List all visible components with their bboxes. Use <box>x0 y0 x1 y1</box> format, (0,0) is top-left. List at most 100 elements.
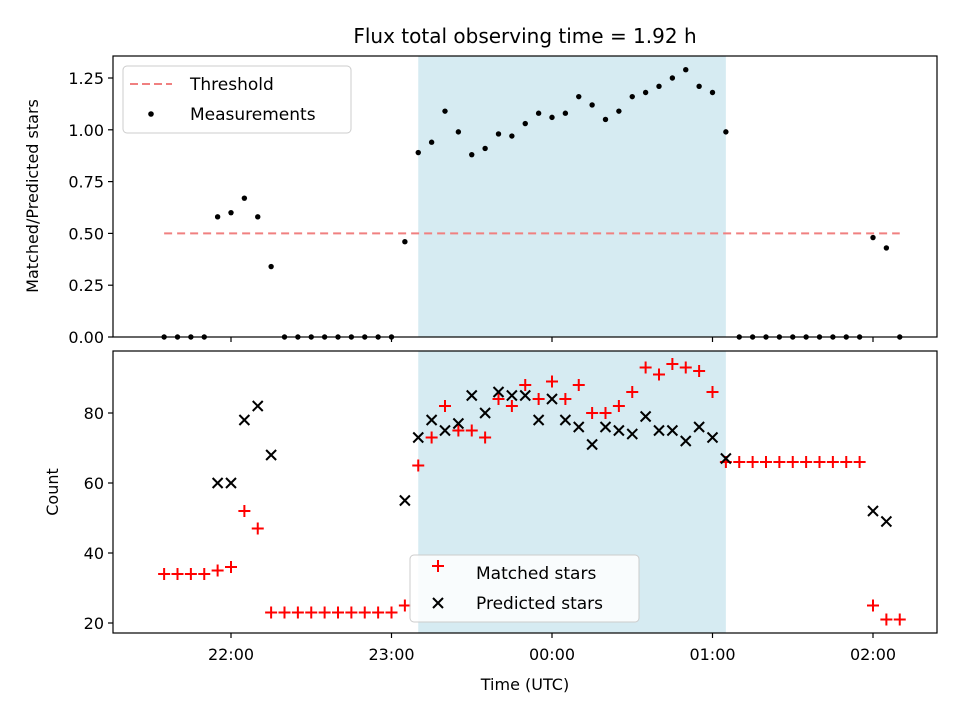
x-tick-label: 00:00 <box>529 645 575 664</box>
top-legend-box <box>122 65 352 134</box>
predicted-star-point <box>880 515 893 528</box>
predicted-star-point <box>492 386 505 398</box>
matched-legend-swatch <box>432 560 444 572</box>
top-legend: Threshold Measurements <box>122 65 352 134</box>
x-tick-label: 23:00 <box>368 645 414 664</box>
measurement-point <box>589 102 595 108</box>
x-tick-label: 01:00 <box>689 645 735 664</box>
bottom-axes: 20 40 60 80 22:00 23:00 00:00 01:00 02:00 Count… <box>43 350 938 694</box>
threshold-legend-label: Threshold <box>189 75 274 95</box>
y-tick-label: 20 <box>84 614 104 633</box>
measurement-point <box>535 110 542 116</box>
measurement-point <box>228 209 234 216</box>
matched-star-point <box>599 407 612 419</box>
matched-star-point <box>840 456 853 468</box>
measurement-point <box>522 120 528 127</box>
matched-star-point <box>519 379 532 391</box>
matched-star-point <box>612 400 625 412</box>
top-y-ticks: 0.00 0.25 0.50 0.75 1.00 1.25 <box>68 69 113 347</box>
y-tick-label: 0.25 <box>68 276 104 295</box>
predicted-star-point <box>613 424 625 437</box>
matched-star-point <box>746 456 759 468</box>
matched-star-point <box>211 564 224 577</box>
matched-star-point <box>532 393 545 405</box>
predicted-star-point <box>693 421 705 433</box>
matched-star-point <box>184 568 197 580</box>
measurement-point <box>549 114 555 121</box>
matched-star-point <box>546 375 558 388</box>
bottom-legend: Matched stars Predicted stars <box>409 554 640 623</box>
matched-star-point <box>465 424 478 437</box>
predicted-legend-swatch <box>432 597 444 609</box>
measurement-point <box>415 149 421 156</box>
predicted-star-point <box>425 414 438 426</box>
measurement-point <box>602 116 609 123</box>
y-tick-label: 0.50 <box>68 224 104 243</box>
y-tick-label: 40 <box>84 544 104 563</box>
predicted-star-point <box>867 505 879 517</box>
matched-star-point <box>626 386 639 398</box>
predicted-star-point <box>519 389 531 402</box>
x-tick-label: 02:00 <box>850 645 896 664</box>
measurement-point <box>442 108 448 114</box>
measurement-point <box>241 195 248 201</box>
bottom-x-ticks: 22:00 23:00 00:00 01:00 02:00 <box>208 633 896 664</box>
y-tick-label: 80 <box>84 404 104 423</box>
bottom-plot-area <box>158 358 906 626</box>
matched-star-point <box>826 456 839 468</box>
measurement-point <box>562 110 569 116</box>
matched-legend-label: Matched stars <box>476 564 596 584</box>
predicted-star-point <box>225 477 237 489</box>
y-tick-label: 60 <box>84 474 104 493</box>
matched-star-point <box>773 456 786 468</box>
measurement-point <box>268 263 274 270</box>
predicted-star-point <box>599 421 612 433</box>
predicted-star-point <box>439 424 451 437</box>
measurement-point <box>656 83 662 89</box>
matched-star-point <box>639 361 652 374</box>
matched-star-point <box>158 568 171 580</box>
matched-star-point <box>666 358 679 370</box>
matched-star-point <box>291 606 304 619</box>
y-tick-label: 0.75 <box>68 173 104 192</box>
matched-star-point <box>760 456 772 468</box>
x-axis-label: Time (UTC) <box>480 675 569 694</box>
matched-star-point <box>452 424 465 437</box>
matched-star-point <box>479 431 492 444</box>
matched-star-point <box>412 459 425 472</box>
measurement-point <box>669 75 676 81</box>
matched-star-point <box>853 456 866 468</box>
predicted-legend-label: Predicted stars <box>476 594 603 614</box>
measurement-point <box>482 145 488 152</box>
top-y-axis-label: Matched/Predicted stars <box>23 99 42 293</box>
predicted-star-point <box>546 393 558 405</box>
matched-star-point <box>385 606 398 619</box>
predicted-star-point <box>532 414 545 426</box>
matched-star-point <box>679 361 692 374</box>
predicted-star-point <box>626 428 638 440</box>
matched-star-point <box>586 407 599 419</box>
matched-star-point <box>425 431 438 444</box>
chart-title: Flux total observing time = 1.92 h <box>353 24 696 48</box>
measurement-point <box>495 131 502 137</box>
matched-star-point <box>251 522 264 535</box>
top-axes: 0.00 0.25 0.50 0.75 1.00 1.25 Matched/Predict… <box>23 55 938 347</box>
matched-star-point <box>398 599 411 612</box>
measurement-point <box>469 151 475 158</box>
matched-star-point <box>278 606 291 619</box>
bottom-y-ticks: 20 40 60 80 <box>84 404 113 633</box>
matched-star-point <box>867 599 879 612</box>
matched-star-point <box>265 606 278 619</box>
predicted-star-point <box>720 452 732 465</box>
measurement-point <box>255 214 261 220</box>
matched-star-point <box>893 613 906 626</box>
predicted-star-point <box>412 431 424 444</box>
y-tick-label: 1.25 <box>68 69 104 88</box>
measurement-point <box>709 89 716 96</box>
measurement-point <box>696 83 702 89</box>
y-tick-label: 0.00 <box>68 328 104 347</box>
predicted-star-point <box>639 410 652 423</box>
matched-star-point <box>372 606 385 619</box>
